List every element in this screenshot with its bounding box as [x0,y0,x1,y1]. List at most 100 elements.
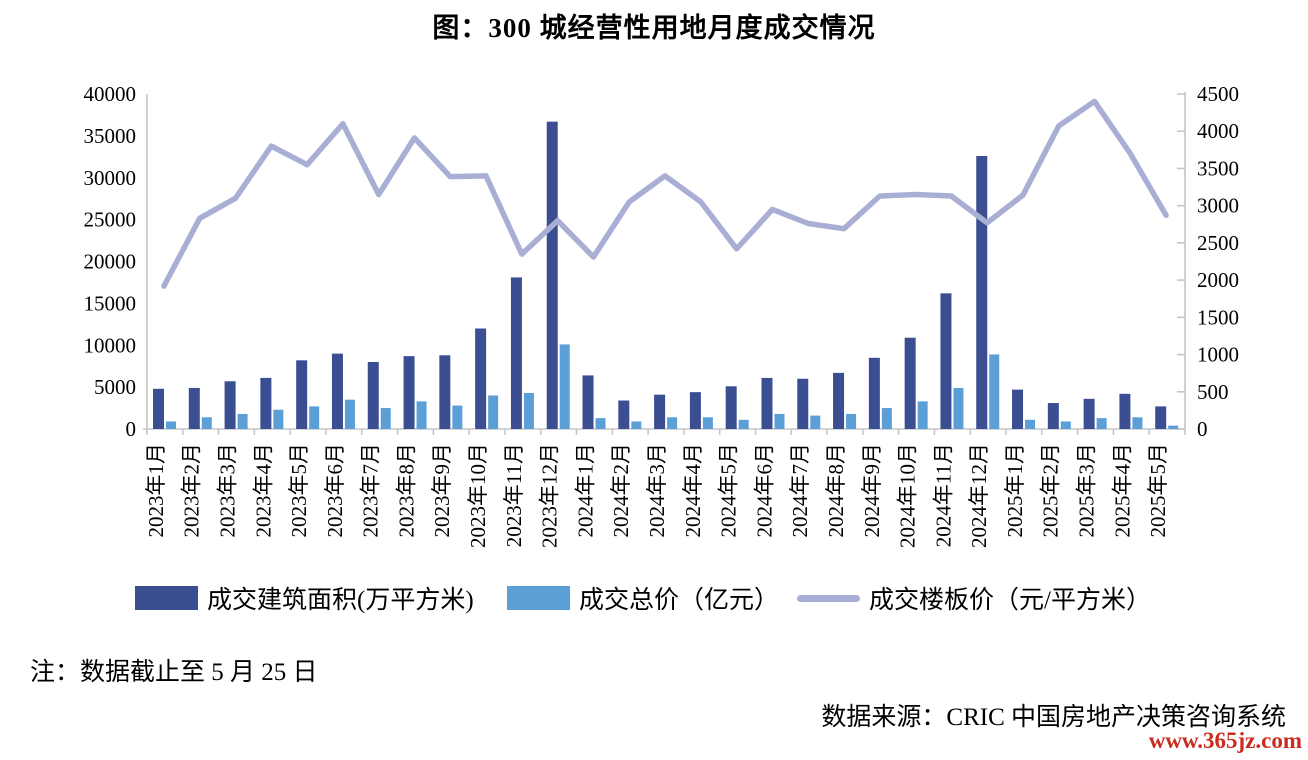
area-bar [940,293,952,429]
x-axis-label: 2023年1月 [144,443,168,538]
x-axis-label: 2025年4月 [1110,443,1134,538]
legend-item-floor-price: 成交楼板价（元/平方米） [797,581,1151,615]
price-bar [1132,417,1143,429]
x-axis-label: 2023年11月 [502,443,526,547]
x-axis-label: 2023年7月 [359,443,383,538]
x-axis-label: 2024年8月 [824,443,848,538]
area-bar [475,328,487,429]
left-axis-label: 35000 [84,124,137,148]
area-bar [868,357,880,429]
right-axis-label: 4000 [1197,119,1239,143]
area-bar [1083,398,1095,429]
price-bar [309,406,320,429]
x-axis-label: 2025年5月 [1146,443,1170,538]
price-bar [1060,421,1071,429]
area-bar [296,360,308,429]
area-bar [1155,406,1167,429]
price-bar [416,401,427,429]
x-axis-label: 2023年2月 [180,443,204,538]
price-bar [631,421,642,429]
x-axis-label: 2023年12月 [538,443,562,548]
x-axis-label: 2024年6月 [752,443,776,538]
area-bar [439,355,451,429]
x-axis-label: 2023年10月 [466,443,490,548]
area-bar [510,277,522,429]
price-bar [1096,418,1107,429]
area-bar [1012,389,1024,429]
area-bar [582,375,594,429]
area-bar [546,121,558,429]
legend-item-area: 成交建筑面积(万平方米) [135,581,474,615]
area-bar [833,372,845,429]
legend-label-price: 成交总价（亿元） [579,587,780,614]
area-bar [654,394,666,429]
x-axis-label: 2024年9月 [860,443,884,538]
area-bar [331,353,343,429]
price-bar [380,408,391,429]
area-bar [1119,393,1131,429]
price-bar [523,392,534,429]
price-bar [344,399,355,429]
price-bar [237,413,248,429]
x-axis-label: 2023年6月 [323,443,347,538]
price-bar [702,417,713,429]
price-bar [738,419,749,429]
area-bar [797,378,809,429]
x-axis-label: 2024年12月 [967,443,991,548]
x-axis-label: 2024年10月 [896,443,920,548]
area-bar [725,386,737,429]
left-axis-label: 10000 [84,333,137,357]
left-axis-label: 30000 [84,166,137,190]
watermark: www.365jz.com [1148,728,1302,753]
price-bar [989,354,1000,429]
area-bar [904,337,916,429]
price-bar [595,418,606,429]
right-axis-label: 2000 [1197,268,1239,292]
x-axis-label: 2024年2月 [609,443,633,538]
x-axis-label: 2024年4月 [681,443,705,538]
right-axis-label: 1500 [1197,305,1239,329]
right-axis-label: 3000 [1197,194,1239,218]
area-bar [976,155,988,429]
legend-label-area: 成交建筑面积(万平方米) [207,587,474,614]
legend-swatch-area-bar [135,586,198,610]
right-axis-label: 2500 [1197,231,1239,255]
price-bar [810,415,821,429]
x-axis-label: 2024年1月 [573,443,597,538]
right-axis-label: 500 [1197,380,1229,404]
legend-swatch-price-bar [507,586,570,610]
area-bar [260,377,272,429]
price-bar [917,401,928,429]
x-axis-label: 2023年8月 [394,443,418,538]
chart-legend: 成交建筑面积(万平方米) 成交总价（亿元） 成交楼板价（元/平方米） [0,581,1308,615]
area-bar [1047,403,1059,429]
price-bar [774,413,785,429]
price-bar [559,344,570,429]
chart-title: 图：300 城经营性用地月度成交情况 [432,13,876,43]
area-bar [367,362,379,429]
legend-swatch-floor-price-line [797,594,860,602]
price-bar [953,387,964,429]
area-bar [153,388,164,429]
price-bar [1168,425,1179,429]
x-axis-label: 2023年9月 [430,443,454,538]
price-bar [201,417,212,429]
x-axis-label: 2024年11月 [931,443,955,547]
right-axis-label: 0 [1197,417,1208,441]
left-axis-label: 25000 [84,208,137,232]
price-bar [846,413,857,429]
area-bar [188,387,200,429]
left-axis-label: 40000 [84,82,137,106]
legend-label-floor-price: 成交楼板价（元/平方米） [869,587,1151,614]
price-bar [488,395,499,429]
price-bar [881,408,892,429]
left-axis-label: 20000 [84,250,137,274]
x-axis-label: 2025年2月 [1039,443,1063,538]
price-bar [273,409,284,429]
right-axis-label: 4500 [1197,82,1239,106]
x-axis-label: 2024年3月 [645,443,669,538]
left-axis-label: 15000 [84,291,137,315]
price-bar [452,405,463,429]
area-bar [618,400,630,429]
x-axis-label: 2023年3月 [215,443,239,538]
